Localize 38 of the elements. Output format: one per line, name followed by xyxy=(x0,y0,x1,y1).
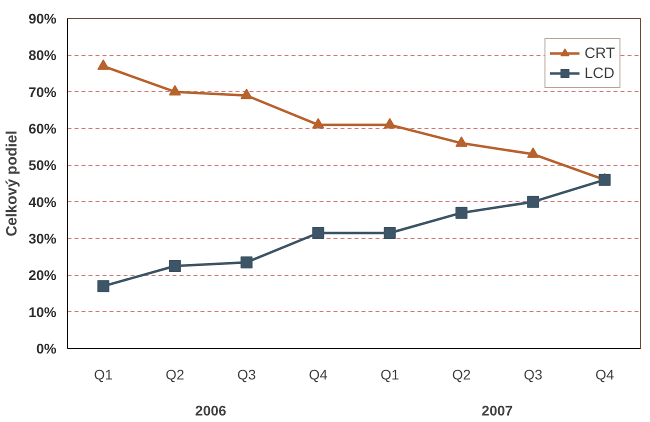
x-tick-label: Q2 xyxy=(166,366,184,382)
point xyxy=(527,147,540,158)
x-tick-label: Q2 xyxy=(452,366,471,382)
legend-label: LCD xyxy=(584,64,614,82)
point xyxy=(455,206,468,219)
point xyxy=(384,227,396,239)
x-tick-label: Q4 xyxy=(308,366,328,382)
point xyxy=(168,260,181,272)
x-tick-label: Q3 xyxy=(524,366,543,382)
y-tick-label: 70% xyxy=(28,84,58,100)
y-tick-label: 80% xyxy=(28,47,58,64)
x-tick-label: Q4 xyxy=(595,366,614,382)
point xyxy=(97,280,110,292)
point xyxy=(97,59,110,70)
point xyxy=(455,136,468,147)
point xyxy=(240,256,253,268)
y-axis-title: Celkový podiel xyxy=(3,130,20,236)
y-tick-label: 30% xyxy=(28,230,58,246)
x-tick-label: Q3 xyxy=(237,366,256,382)
point xyxy=(168,84,181,96)
y-tick-label: 60% xyxy=(28,120,58,136)
y-tick-label: 40% xyxy=(28,194,58,210)
x-tick-label: Q1 xyxy=(94,366,113,382)
point xyxy=(240,88,253,100)
text: 2006 xyxy=(195,402,227,418)
text: 2007 xyxy=(482,402,514,418)
x-tick-label: Q1 xyxy=(380,366,400,382)
y-tick-label: 50% xyxy=(28,157,58,174)
point xyxy=(598,174,611,186)
y-tick-label: 10% xyxy=(28,304,58,320)
y-tick-label: 20% xyxy=(28,267,58,284)
point xyxy=(384,118,396,129)
legend-label: CRT xyxy=(584,44,615,62)
y-tick-label: 0% xyxy=(36,340,58,356)
point xyxy=(527,196,540,208)
y-tick-label: 90% xyxy=(28,10,58,26)
point xyxy=(312,118,324,129)
point xyxy=(312,227,324,239)
